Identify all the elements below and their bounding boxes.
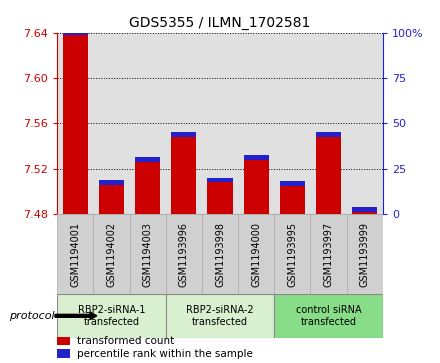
- Text: control siRNA
transfected: control siRNA transfected: [296, 305, 361, 327]
- Bar: [57, 214, 93, 294]
- Text: GSM1193995: GSM1193995: [287, 222, 297, 287]
- Title: GDS5355 / ILMN_1702581: GDS5355 / ILMN_1702581: [129, 16, 311, 30]
- Bar: [57, 337, 70, 346]
- Bar: [135, 162, 160, 214]
- Bar: [171, 137, 197, 214]
- Text: GSM1193997: GSM1193997: [323, 222, 334, 287]
- Bar: [347, 214, 383, 294]
- Text: protocol: protocol: [9, 311, 55, 321]
- Bar: [207, 182, 233, 214]
- Bar: [274, 214, 311, 294]
- Bar: [202, 214, 238, 294]
- Text: GSM1193996: GSM1193996: [179, 222, 189, 287]
- Bar: [166, 214, 202, 294]
- Text: GSM1194001: GSM1194001: [70, 222, 80, 287]
- Bar: [316, 137, 341, 214]
- Text: GSM1194000: GSM1194000: [251, 222, 261, 287]
- Bar: [57, 294, 166, 338]
- Bar: [166, 294, 274, 338]
- Bar: [57, 349, 70, 358]
- Text: percentile rank within the sample: percentile rank within the sample: [77, 349, 253, 359]
- Text: GSM1194003: GSM1194003: [143, 222, 153, 287]
- Bar: [243, 160, 269, 214]
- Text: transformed count: transformed count: [77, 336, 174, 346]
- Bar: [207, 178, 233, 182]
- Bar: [171, 132, 197, 137]
- Bar: [99, 185, 124, 214]
- Bar: [280, 181, 305, 186]
- Text: GSM1193998: GSM1193998: [215, 222, 225, 287]
- Bar: [135, 158, 160, 162]
- Text: GSM1194002: GSM1194002: [106, 222, 117, 287]
- Text: RBP2-siRNA-1
transfected: RBP2-siRNA-1 transfected: [78, 305, 145, 327]
- Bar: [311, 214, 347, 294]
- Bar: [93, 214, 129, 294]
- Text: GSM1193999: GSM1193999: [360, 222, 370, 287]
- Bar: [99, 180, 124, 185]
- Bar: [62, 30, 88, 35]
- Bar: [352, 212, 378, 214]
- Bar: [352, 207, 378, 212]
- Bar: [62, 35, 88, 214]
- Bar: [129, 214, 166, 294]
- Bar: [243, 155, 269, 160]
- Bar: [238, 214, 274, 294]
- Bar: [280, 186, 305, 214]
- Bar: [274, 294, 383, 338]
- Bar: [316, 132, 341, 137]
- Text: RBP2-siRNA-2
transfected: RBP2-siRNA-2 transfected: [186, 305, 254, 327]
